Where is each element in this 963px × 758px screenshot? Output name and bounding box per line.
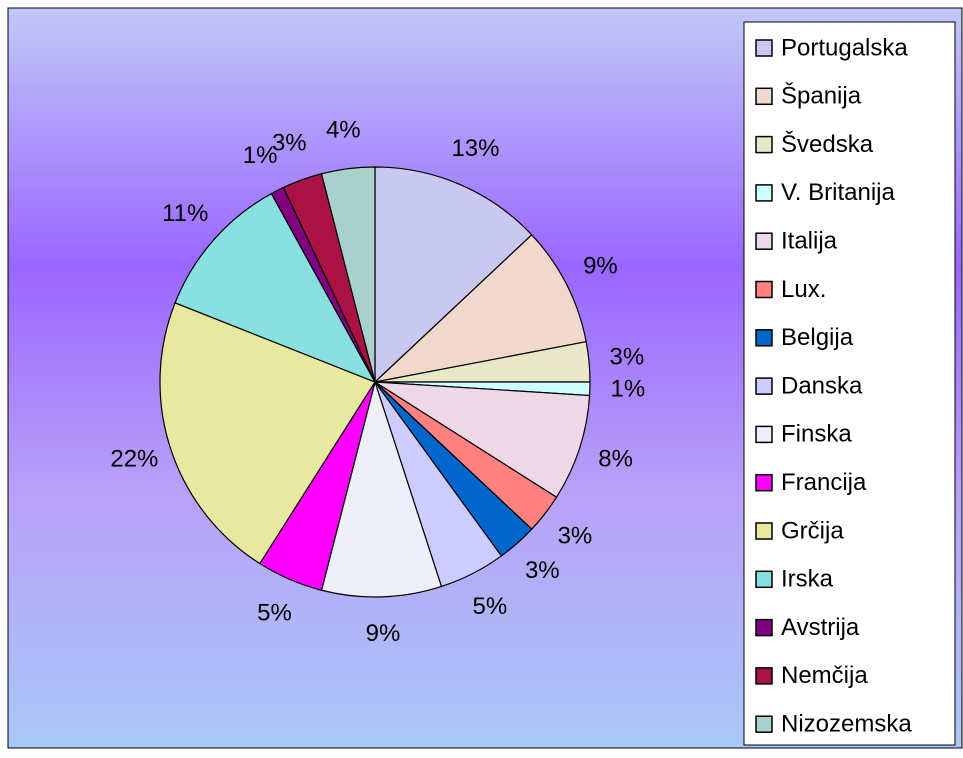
data-label: 9% bbox=[366, 620, 401, 647]
pie-slice bbox=[374, 381, 591, 499]
legend-label: Danska bbox=[781, 372, 863, 399]
legend-swatch bbox=[755, 280, 773, 299]
data-label: 1% bbox=[611, 375, 646, 402]
legend-swatch bbox=[755, 425, 773, 444]
pie-slice bbox=[174, 192, 377, 384]
legend-swatch bbox=[755, 377, 773, 395]
legend-label: Švedska bbox=[781, 130, 874, 158]
data-label: 11% bbox=[162, 200, 208, 227]
legend-label: Belgija bbox=[781, 324, 854, 351]
legend-swatch bbox=[755, 667, 773, 685]
legend-swatch bbox=[755, 329, 773, 347]
legend-box bbox=[743, 21, 956, 746]
data-label: 9% bbox=[583, 252, 618, 279]
data-label: 1% bbox=[243, 142, 278, 169]
legend-label: Nemčija bbox=[781, 662, 868, 689]
legend-label: Italija bbox=[781, 228, 838, 255]
legend-label: Lux. bbox=[781, 276, 826, 303]
pie-slice bbox=[320, 379, 443, 598]
pie-slice bbox=[159, 302, 376, 565]
data-label: 5% bbox=[257, 600, 292, 627]
legend-label: V. Britanija bbox=[781, 179, 896, 206]
data-label: 3% bbox=[272, 129, 307, 156]
data-label: 3% bbox=[525, 557, 560, 584]
legend-swatch bbox=[755, 570, 773, 589]
legend-swatch bbox=[755, 39, 773, 57]
legend-swatch bbox=[755, 87, 773, 106]
pie-slice bbox=[373, 233, 587, 383]
pie-slice bbox=[320, 166, 376, 383]
data-label: 3% bbox=[558, 522, 593, 549]
legend-label: Irska bbox=[781, 566, 834, 593]
legend-label: Avstrija bbox=[781, 614, 860, 641]
data-label: 22% bbox=[110, 446, 158, 473]
legend-label: Grčija bbox=[781, 517, 844, 544]
data-label: 13% bbox=[451, 135, 499, 162]
data-label: 4% bbox=[326, 116, 361, 143]
pie-slice bbox=[374, 166, 533, 384]
legend-swatch bbox=[755, 715, 773, 733]
legend-label: Finska bbox=[781, 421, 852, 448]
legend-swatch bbox=[755, 473, 773, 492]
legend-label: Portugalska bbox=[781, 34, 908, 61]
legend-swatch bbox=[755, 232, 773, 250]
legend-swatch bbox=[755, 135, 773, 154]
data-label: 5% bbox=[473, 593, 508, 620]
legend-label: Španija bbox=[781, 82, 862, 110]
legend-label: Nizozemska bbox=[781, 711, 912, 738]
legend-label: Francija bbox=[781, 469, 867, 496]
legend-swatch bbox=[755, 618, 773, 637]
data-label: 8% bbox=[598, 446, 633, 473]
legend-swatch bbox=[755, 184, 773, 202]
legend-swatch bbox=[755, 522, 773, 540]
data-label: 3% bbox=[610, 344, 645, 371]
